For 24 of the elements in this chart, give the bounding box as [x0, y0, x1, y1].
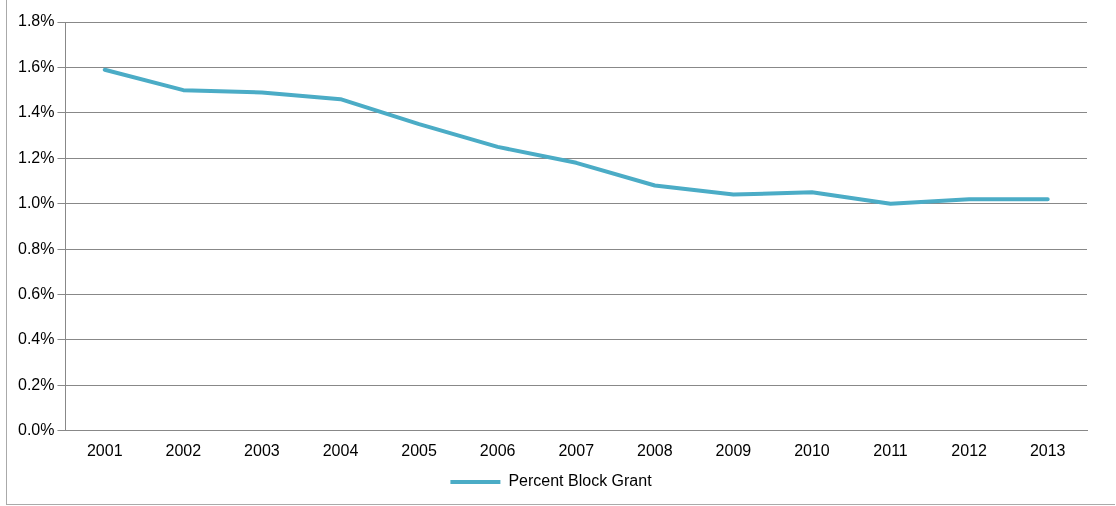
y-tick-label: 1.8% — [18, 12, 55, 30]
y-tick-label: 0.0% — [18, 421, 55, 439]
x-tick-label: 2002 — [165, 441, 202, 459]
y-tick-label: 0.4% — [18, 330, 55, 348]
x-tick-label: 2011 — [873, 441, 908, 459]
y-tick-label: 0.8% — [18, 239, 55, 257]
legend-label: Percent Block Grant — [508, 472, 653, 490]
x-tick-label: 2003 — [244, 441, 280, 459]
x-tick-label: 2009 — [715, 441, 752, 459]
x-tick-label: 2006 — [479, 441, 516, 459]
y-tick-label: 1.6% — [18, 57, 55, 75]
x-tick-label: 2001 — [86, 441, 123, 459]
x-tick-label: 2010 — [794, 441, 830, 459]
y-tick-label: 1.4% — [18, 103, 55, 121]
x-tick-label: 2012 — [951, 441, 988, 459]
x-tick-label: 2007 — [558, 441, 595, 459]
x-tick-label: 2004 — [322, 441, 359, 459]
y-tick-label: 0.2% — [18, 375, 55, 393]
y-tick-label: 1.0% — [18, 194, 55, 212]
y-tick-label: 1.2% — [18, 148, 55, 166]
x-tick-label: 2005 — [401, 441, 437, 459]
x-tick-label: 2008 — [637, 441, 673, 459]
x-tick-label: 2013 — [1029, 441, 1066, 459]
y-tick-label: 0.6% — [18, 284, 55, 302]
